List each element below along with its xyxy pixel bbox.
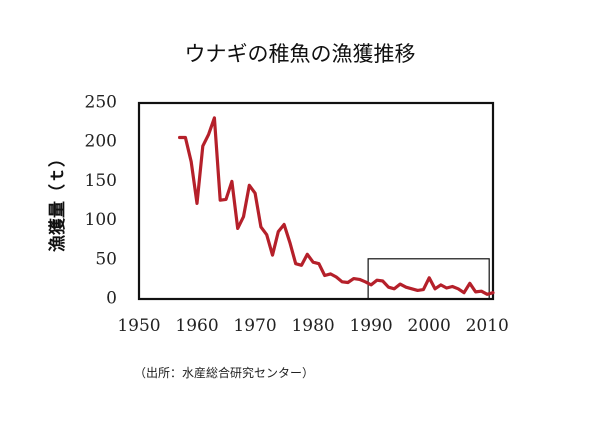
x-tick-label: 1950	[117, 316, 160, 336]
x-tick-label: 2000	[408, 316, 451, 336]
x-tick-label: 2010	[466, 316, 509, 336]
y-tick-label: 200	[85, 132, 117, 152]
x-tick-label: 1980	[291, 316, 334, 336]
x-tick-label: 1990	[349, 316, 392, 336]
y-tick-label: 0	[106, 289, 117, 309]
axis-layer: 0 50 100 150 200 250 1950 1960 1970 1980 1990 2000 2…	[85, 93, 509, 337]
highlight-box	[367, 258, 490, 300]
series-line-layer	[178, 116, 495, 296]
plot-frame	[137, 101, 495, 301]
y-tick-label: 250	[85, 93, 117, 113]
series-line	[178, 116, 495, 296]
x-tick-label: 1970	[233, 316, 276, 336]
y-tick-label: 50	[95, 249, 117, 269]
highlight-box-layer	[367, 258, 490, 300]
x-tick-label: 1960	[175, 316, 218, 336]
y-tick-label: 100	[85, 210, 117, 230]
axis-label-layer: 漁獲量（ｔ）	[47, 150, 68, 252]
y-axis-label: 漁獲量（ｔ）	[47, 150, 68, 252]
y-tick-label: 150	[85, 171, 117, 191]
chart-title: ウナギの稚魚の漁獲推移	[184, 42, 416, 66]
source-note: （出所：水産総合研究センター）	[134, 366, 315, 380]
